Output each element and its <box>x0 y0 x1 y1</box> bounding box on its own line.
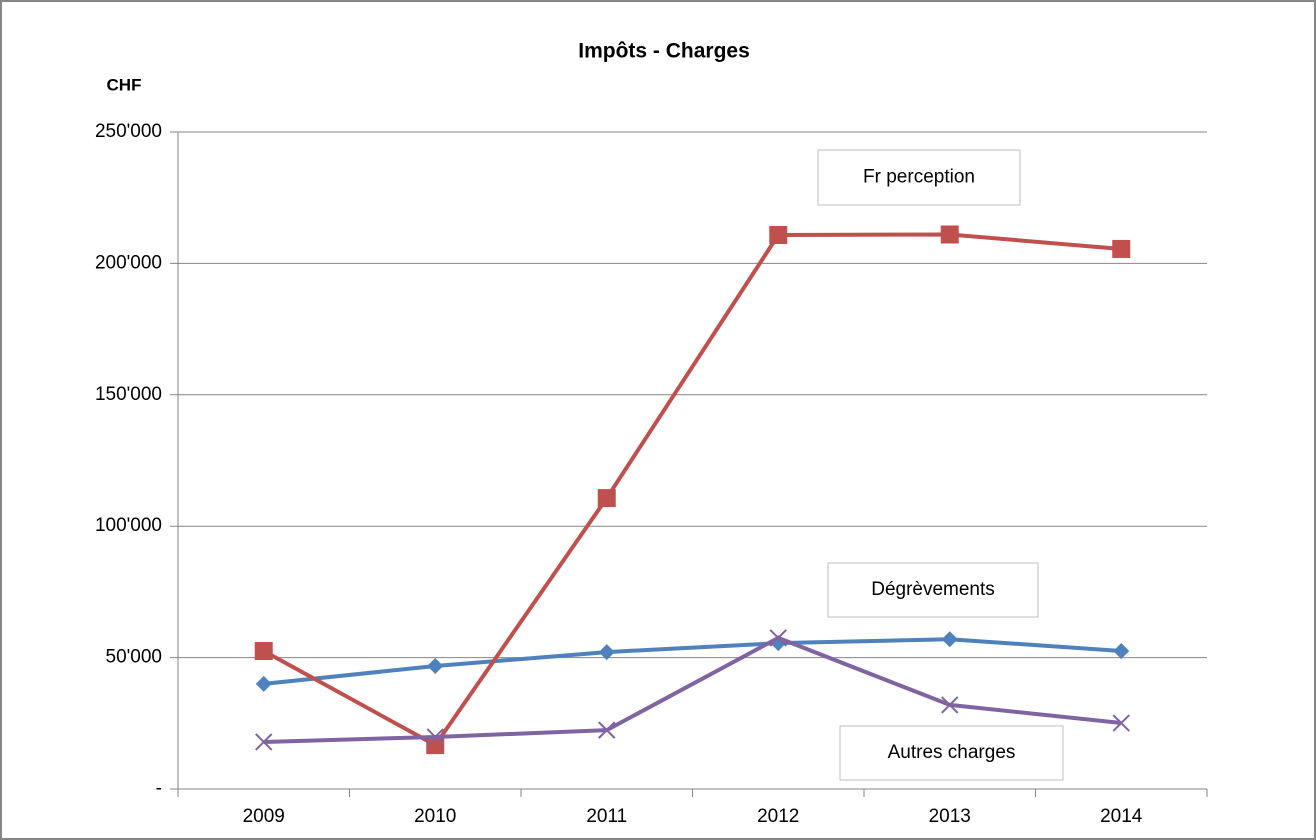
marker <box>426 728 444 746</box>
marker <box>254 642 273 661</box>
marker <box>940 225 959 244</box>
y-tick-label: 50'000 <box>106 647 162 668</box>
y-axis-label: CHF <box>107 75 142 94</box>
series-line <box>262 232 1122 748</box>
series-label-box <box>817 149 1021 206</box>
marker <box>941 631 958 648</box>
y-tick-label: 250'000 <box>95 121 162 142</box>
marker <box>1112 714 1130 732</box>
x-tick-label: 2009 <box>243 806 285 827</box>
series-label-box <box>827 562 1039 618</box>
series-label-box <box>839 725 1064 781</box>
y-tick-label: 200'000 <box>95 252 162 273</box>
y-tick-label: 100'000 <box>95 515 162 536</box>
series-label: Autres charges <box>888 742 1016 763</box>
marker <box>769 226 788 245</box>
series-line <box>263 637 1122 686</box>
marker <box>597 489 616 508</box>
marker <box>598 644 615 661</box>
series-label: Dégrèvements <box>871 579 995 600</box>
marker <box>255 733 273 751</box>
x-tick-label: 2010 <box>414 806 456 827</box>
x-tick-label: 2013 <box>929 806 971 827</box>
x-tick-label: 2012 <box>757 806 799 827</box>
x-tick-label: 2014 <box>1100 806 1143 827</box>
y-tick-label: 150'000 <box>95 384 162 405</box>
marker <box>255 675 272 692</box>
marker <box>1112 239 1131 258</box>
series-line <box>263 635 1122 744</box>
marker <box>598 721 616 739</box>
marker <box>1113 643 1130 660</box>
y-tick-label: - <box>156 778 162 799</box>
marker <box>427 658 444 675</box>
x-tick-label: 2011 <box>586 806 627 827</box>
series-label: Fr perception <box>863 167 975 188</box>
marker <box>769 629 787 647</box>
marker <box>941 696 959 714</box>
chart-title: Impôts - Charges <box>578 40 750 63</box>
